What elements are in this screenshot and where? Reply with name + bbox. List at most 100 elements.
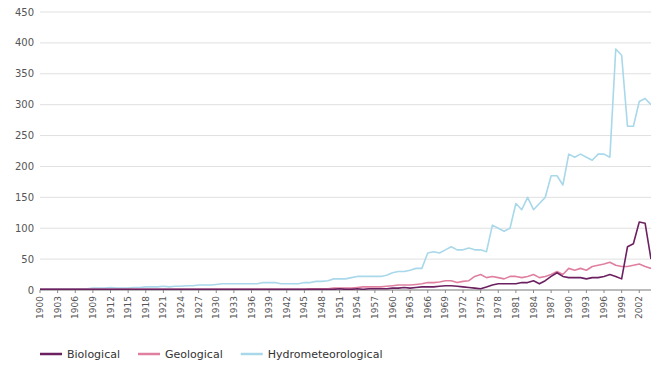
x-tick [40, 290, 41, 293]
grid-line [40, 12, 651, 13]
x-tick-label: 1951 [335, 296, 345, 319]
legend-label: Geological [165, 348, 223, 361]
x-tick [551, 290, 552, 293]
x-tick [621, 290, 622, 293]
x-tick-label: 1915 [123, 296, 133, 319]
chart: 0 50 100 150 200 250 300 350 400 450 1900 1903 1906 1… [0, 0, 663, 368]
x-tick-label: 1999 [617, 296, 627, 319]
y-tick-label: 300 [15, 99, 34, 110]
x-tick-label: 1966 [423, 296, 433, 319]
y-tick-label: 200 [15, 161, 34, 172]
y-tick-label: 50 [21, 254, 34, 265]
y-tick-label: 400 [15, 37, 34, 48]
x-tick-label: 1900 [35, 296, 45, 319]
x-tick [586, 290, 587, 293]
x-tick-label: 2002 [634, 296, 644, 319]
y-grid [40, 12, 651, 290]
x-tick-label: 1990 [564, 296, 574, 319]
x-tick [639, 290, 640, 293]
y-tick-label: 150 [15, 192, 34, 203]
x-tick [163, 290, 164, 293]
x-tick [515, 290, 516, 293]
legend-label: Hydrometeorological [268, 348, 383, 361]
x-tick-label: 1903 [53, 296, 63, 319]
grid-line [40, 259, 651, 260]
x-tick [251, 290, 252, 293]
x-tick [463, 290, 464, 293]
x-tick [322, 290, 323, 293]
legend-label: Biological [67, 348, 120, 361]
grid-line [40, 73, 651, 74]
x-tick-label: 1987 [546, 296, 556, 319]
x-tick [445, 290, 446, 293]
x-tick [57, 290, 58, 293]
legend-swatch [241, 353, 263, 356]
series-line [40, 222, 651, 289]
x-tick [604, 290, 605, 293]
x-tick [480, 290, 481, 293]
x-tick-label: 1942 [282, 296, 292, 319]
x-tick-label: 1978 [493, 296, 503, 319]
x-tick-label: 1921 [158, 296, 168, 319]
x-tick [92, 290, 93, 293]
x-tick-label: 1972 [458, 296, 468, 319]
x-tick [128, 290, 129, 293]
x-tick-label: 1927 [194, 296, 204, 319]
x-tick-label: 1993 [581, 296, 591, 319]
x-tick-label: 1969 [440, 296, 450, 319]
x-tick [181, 290, 182, 293]
x-tick-label: 1924 [176, 296, 186, 319]
x-tick-label: 1954 [352, 296, 362, 319]
grid-line [40, 166, 651, 167]
x-tick [198, 290, 199, 293]
x-tick-label: 1981 [511, 296, 521, 319]
lines [40, 49, 651, 289]
grid-line [40, 228, 651, 229]
x-tick [145, 290, 146, 293]
y-tick-label: 100 [15, 223, 34, 234]
x-tick-label: 1918 [141, 296, 151, 319]
x-tick [269, 290, 270, 293]
y-tick-label: 250 [15, 130, 34, 141]
x-tick [374, 290, 375, 293]
grid-line [40, 42, 651, 43]
series-line [40, 262, 651, 289]
grid-line [40, 104, 651, 105]
x-tick-label: 1936 [247, 296, 257, 319]
x-tick [75, 290, 76, 293]
x-tick [357, 290, 358, 293]
x-tick-label: 1963 [405, 296, 415, 319]
x-tick [392, 290, 393, 293]
x-tick-label: 1909 [88, 296, 98, 319]
x-tick-label: 1939 [264, 296, 274, 319]
x-tick [410, 290, 411, 293]
series-line [40, 49, 651, 289]
legend-swatch [138, 353, 160, 356]
legend: Biological Geological Hydrometeorological [40, 348, 382, 361]
x-tick [568, 290, 569, 293]
x-tick-label: 1945 [299, 296, 309, 319]
x-tick [498, 290, 499, 293]
grid-line [40, 197, 651, 198]
y-tick-label: 450 [15, 7, 34, 18]
y-tick-label: 350 [15, 68, 34, 79]
y-tick-label: 0 [28, 285, 34, 296]
x-tick [286, 290, 287, 293]
x-tick-label: 1930 [211, 296, 221, 319]
x-tick [233, 290, 234, 293]
x-tick-label: 1933 [229, 296, 239, 319]
x-tick-label: 1912 [106, 296, 116, 319]
x-tick-label: 1996 [599, 296, 609, 319]
x-tick [427, 290, 428, 293]
x-tick-label: 1948 [317, 296, 327, 319]
x-tick-label: 1975 [476, 296, 486, 319]
x-tick [304, 290, 305, 293]
x-tick-label: 1957 [370, 296, 380, 319]
x-tick [533, 290, 534, 293]
x-tick-label: 1960 [388, 296, 398, 319]
grid-line [40, 135, 651, 136]
x-tick [216, 290, 217, 293]
legend-swatch [40, 353, 62, 356]
x-tick-label: 1906 [70, 296, 80, 319]
x-tick-label: 1984 [529, 296, 539, 319]
